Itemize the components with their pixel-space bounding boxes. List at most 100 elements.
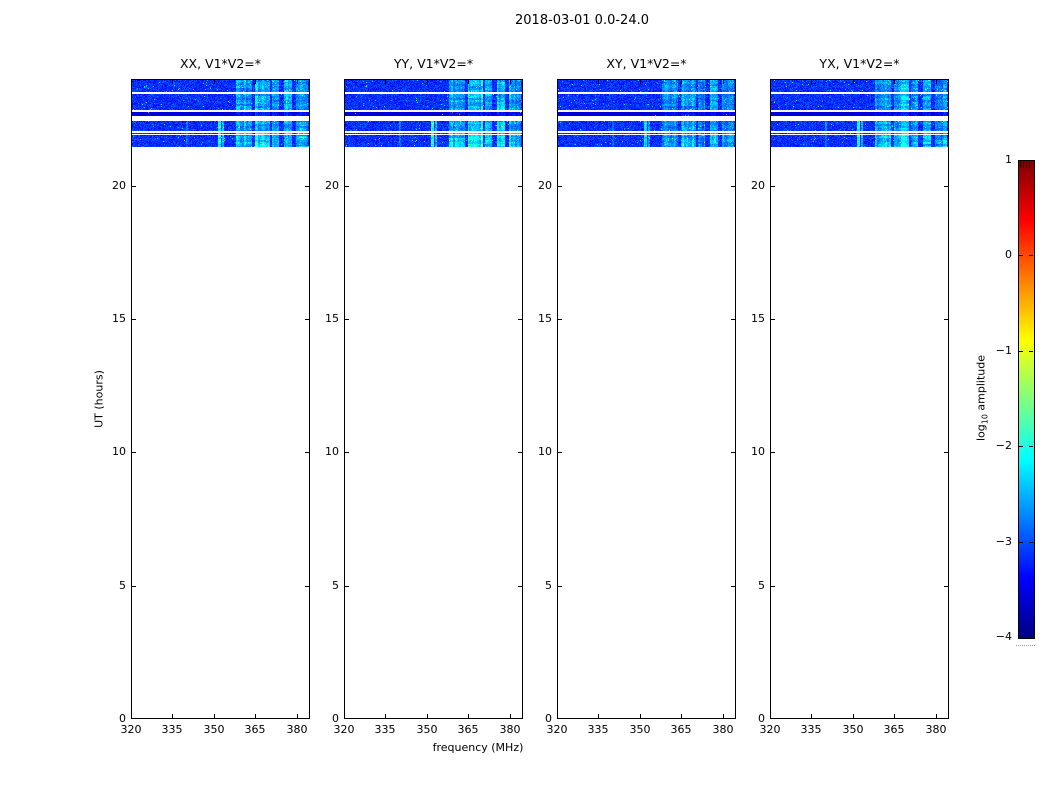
y-tick-left-xx	[132, 319, 136, 320]
x-tick-label-xx: 380	[286, 723, 308, 736]
x-tick-top-yy	[385, 80, 386, 84]
x-tick-bottom-yy	[385, 714, 386, 718]
x-tick-label-xy: 350	[629, 723, 651, 736]
colorbar	[1018, 160, 1035, 639]
y-tick-label-yy: 10	[325, 445, 339, 458]
x-tick-bottom-yx	[936, 714, 937, 718]
x-tick-label-yy: 320	[333, 723, 355, 736]
x-tick-bottom-xx	[297, 714, 298, 718]
y-tick-label-xy: 0	[545, 712, 552, 725]
y-tick-label-xx: 0	[119, 712, 126, 725]
colorbar-tick-left	[1019, 255, 1023, 256]
y-tick-label-yy: 5	[332, 579, 339, 592]
y-tick-right-yy	[518, 319, 522, 320]
colorbar-bottom-dots	[1016, 645, 1035, 646]
x-tick-bottom-xy	[557, 714, 558, 718]
y-tick-left-yx	[771, 586, 775, 587]
y-tick-label-xx: 10	[112, 445, 126, 458]
x-tick-label-yx: 380	[925, 723, 947, 736]
y-tick-label-yx: 5	[758, 579, 765, 592]
panel-frame-xx	[131, 79, 310, 719]
x-tick-bottom-xy	[640, 714, 641, 718]
y-tick-label-yx: 15	[751, 312, 765, 325]
y-tick-label-yy: 15	[325, 312, 339, 325]
colorbar-top-hatch	[1020, 161, 1032, 168]
y-tick-left-yy	[345, 319, 349, 320]
y-tick-left-xy	[558, 586, 562, 587]
y-tick-left-yy	[345, 186, 349, 187]
y-tick-right-xy	[731, 319, 735, 320]
x-tick-top-xx	[131, 80, 132, 84]
x-tick-bottom-yx	[811, 714, 812, 718]
x-tick-label-yx: 320	[759, 723, 781, 736]
x-tick-label-xy: 380	[712, 723, 734, 736]
y-tick-right-xy	[731, 186, 735, 187]
y-tick-right-yx	[944, 452, 948, 453]
colorbar-tick-left	[1019, 542, 1023, 543]
x-tick-bottom-yy	[344, 714, 345, 718]
figure-title: 2018-03-01 0.0-24.0	[515, 13, 649, 28]
colorbar-label-sub: 10	[980, 414, 990, 425]
y-tick-right-yy	[518, 586, 522, 587]
y-tick-label-xy: 15	[538, 312, 552, 325]
panel-frame-xy	[557, 79, 736, 719]
x-tick-label-xx: 320	[120, 723, 142, 736]
x-tick-top-xy	[557, 80, 558, 84]
x-tick-top-yy	[344, 80, 345, 84]
x-tick-bottom-yx	[853, 714, 854, 718]
panel-title-yy: YY, V1*V2=*	[393, 56, 474, 71]
x-tick-bottom-xy	[723, 714, 724, 718]
x-tick-top-yx	[936, 80, 937, 84]
x-tick-bottom-yy	[510, 714, 511, 718]
x-tick-bottom-xy	[681, 714, 682, 718]
x-tick-bottom-xx	[172, 714, 173, 718]
x-tick-label-xy: 365	[670, 723, 692, 736]
colorbar-tick-label: −3	[995, 535, 1012, 548]
colorbar-label-prefix: log	[974, 424, 988, 442]
y-tick-label-yx: 0	[758, 712, 765, 725]
x-tick-label-xx: 365	[244, 723, 266, 736]
x-tick-label-yx: 350	[842, 723, 864, 736]
panel-title-xx: XX, V1*V2=*	[179, 56, 262, 71]
x-tick-bottom-xx	[255, 714, 256, 718]
spectrogram-yy	[345, 80, 522, 147]
x-tick-bottom-yy	[427, 714, 428, 718]
x-tick-top-xx	[214, 80, 215, 84]
x-tick-label-yy: 365	[457, 723, 479, 736]
y-tick-label-yx: 20	[751, 179, 765, 192]
x-tick-top-yx	[811, 80, 812, 84]
x-tick-top-yy	[510, 80, 511, 84]
x-tick-top-xy	[598, 80, 599, 84]
colorbar-label-suffix: amplitude	[974, 354, 988, 415]
x-tick-bottom-yy	[468, 714, 469, 718]
x-tick-label-xx: 335	[161, 723, 183, 736]
y-tick-right-xx	[305, 186, 309, 187]
colorbar-tick-right	[1029, 542, 1033, 543]
y-tick-right-xx	[305, 452, 309, 453]
colorbar-tick-right	[1029, 446, 1033, 447]
y-tick-left-xx	[132, 452, 136, 453]
x-tick-label-xy: 320	[546, 723, 568, 736]
y-axis-label: UT (hours)	[92, 370, 106, 428]
y-tick-label-yy: 20	[325, 179, 339, 192]
x-tick-top-yx	[894, 80, 895, 84]
colorbar-tick-label: 1	[1005, 153, 1012, 166]
x-tick-label-yx: 335	[800, 723, 822, 736]
colorbar-tick-left	[1019, 351, 1023, 352]
spectrogram-xx	[132, 80, 309, 147]
y-tick-right-xx	[305, 586, 309, 587]
y-tick-left-yy	[345, 452, 349, 453]
colorbar-tick-label: 0	[1005, 248, 1012, 261]
x-tick-top-xx	[172, 80, 173, 84]
x-tick-top-xx	[297, 80, 298, 84]
y-tick-left-yx	[771, 452, 775, 453]
y-tick-right-yx	[944, 186, 948, 187]
x-tick-top-yy	[427, 80, 428, 84]
y-tick-left-xy	[558, 186, 562, 187]
x-tick-bottom-xx	[214, 714, 215, 718]
colorbar-tick-right	[1029, 255, 1033, 256]
x-tick-label-yx: 365	[883, 723, 905, 736]
colorbar-tick-left	[1019, 446, 1023, 447]
y-tick-right-yy	[518, 452, 522, 453]
